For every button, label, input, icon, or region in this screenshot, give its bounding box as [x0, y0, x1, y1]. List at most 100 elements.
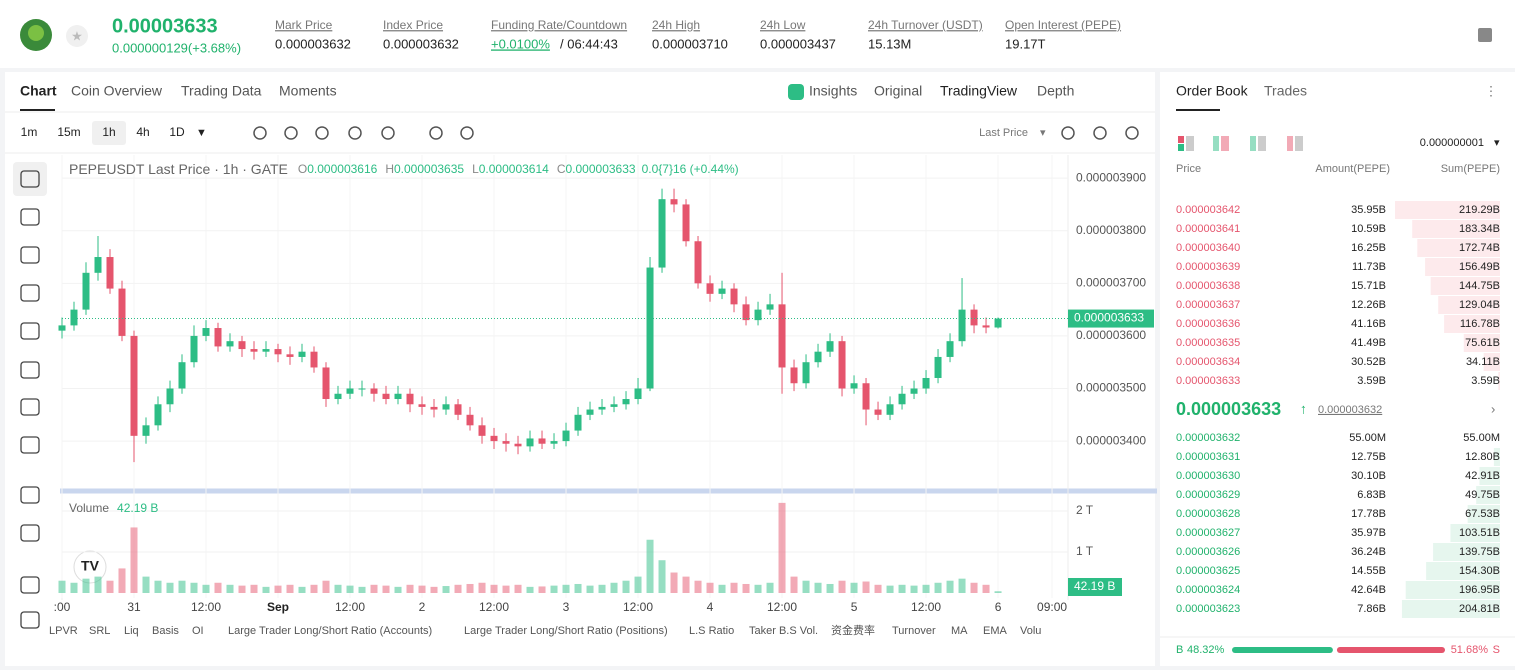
- volume-bar: [250, 584, 258, 593]
- indicator[interactable]: SRL: [89, 625, 110, 637]
- tool-icon[interactable]: [20, 524, 40, 542]
- ob-price[interactable]: 0.000003631: [1176, 451, 1240, 463]
- tool-icon[interactable]: [20, 361, 40, 379]
- toolbar-icon[interactable]: [460, 126, 474, 140]
- indicator[interactable]: MA: [951, 625, 968, 637]
- ob-price[interactable]: 0.000003635: [1176, 337, 1240, 349]
- interval[interactable]: 1D: [169, 125, 185, 139]
- ob-price[interactable]: 0.000003640: [1176, 242, 1240, 254]
- chart-view[interactable]: TradingView: [940, 83, 1018, 99]
- tool-icon[interactable]: [20, 284, 40, 302]
- ob-price[interactable]: 0.000003642: [1176, 204, 1240, 216]
- icon[interactable]: [1295, 136, 1303, 151]
- indicator[interactable]: OI: [192, 625, 204, 637]
- book-icon[interactable]: [1478, 28, 1492, 42]
- icon[interactable]: [1178, 136, 1184, 143]
- toolbar-icon[interactable]: [429, 126, 443, 140]
- ob-price[interactable]: 0.000003629: [1176, 489, 1240, 501]
- tool-icon[interactable]: [20, 486, 40, 504]
- indicator[interactable]: Taker B.S Vol.: [749, 625, 818, 637]
- tool-icon[interactable]: [20, 246, 40, 264]
- ob-price[interactable]: 0.000003639: [1176, 261, 1240, 273]
- ob-price[interactable]: 0.000003633: [1176, 375, 1240, 387]
- ob-price[interactable]: 0.000003641: [1176, 223, 1240, 235]
- ob-price[interactable]: 0.000003634: [1176, 356, 1240, 368]
- tool-icon[interactable]: [20, 170, 40, 188]
- indicator[interactable]: Large Trader Long/Short Ratio (Accounts): [228, 625, 432, 637]
- price-type[interactable]: Last Price: [979, 127, 1028, 139]
- icon[interactable]: [1221, 136, 1229, 151]
- tab[interactable]: Moments: [279, 83, 337, 99]
- ob-price[interactable]: 0.000003628: [1176, 508, 1240, 520]
- toolbar-icon[interactable]: [1125, 126, 1139, 140]
- ob-price[interactable]: 0.000003623: [1176, 603, 1240, 615]
- ob-tab[interactable]: Order Book: [1176, 83, 1249, 99]
- tab[interactable]: Chart: [20, 83, 57, 99]
- ob-price[interactable]: 0.000003626: [1176, 546, 1240, 558]
- candle-body: [706, 283, 714, 294]
- volume-bar: [466, 583, 474, 593]
- ob-price[interactable]: 0.000003627: [1176, 527, 1240, 539]
- menu-dots[interactable]: ⋮: [1485, 83, 1498, 98]
- tool-icon[interactable]: [20, 322, 40, 340]
- icon[interactable]: [1287, 136, 1293, 151]
- chart-view[interactable]: Original: [874, 83, 922, 99]
- volume-bar: [526, 586, 534, 593]
- precision-caret[interactable]: ▾: [1494, 137, 1500, 149]
- ai-icon[interactable]: [788, 84, 804, 100]
- icon[interactable]: [1213, 136, 1219, 151]
- tool-icon[interactable]: [20, 436, 40, 454]
- interval[interactable]: 4h: [136, 125, 149, 139]
- toolbar-icon[interactable]: [1061, 126, 1075, 140]
- icon[interactable]: [1250, 136, 1256, 151]
- volume-bar: [658, 560, 666, 593]
- toolbar-icon[interactable]: [1093, 126, 1107, 140]
- chevron[interactable]: ›: [1491, 401, 1495, 416]
- indicator[interactable]: 资金费率: [831, 623, 875, 637]
- toolbar-icon[interactable]: [315, 126, 329, 140]
- ob-price[interactable]: 0.000003638: [1176, 280, 1240, 292]
- candle-body: [754, 309, 762, 321]
- ob-price[interactable]: 0.000003630: [1176, 470, 1240, 482]
- indicator[interactable]: LPVR: [49, 625, 78, 637]
- indicator[interactable]: EMA: [983, 625, 1008, 637]
- ob-price[interactable]: 0.000003624: [1176, 584, 1240, 596]
- indicator[interactable]: Large Trader Long/Short Ratio (Positions…: [464, 625, 668, 637]
- toolbar-icon[interactable]: [381, 126, 395, 140]
- toolbar-icon[interactable]: [348, 126, 362, 140]
- tool-icon[interactable]: [20, 398, 40, 416]
- dropdown-caret[interactable]: ▼: [196, 127, 207, 139]
- icon[interactable]: [1186, 136, 1194, 151]
- ob-price[interactable]: 0.000003636: [1176, 318, 1240, 330]
- indicator[interactable]: Basis: [152, 625, 179, 637]
- interval[interactable]: 1m: [21, 125, 38, 139]
- tool-icon[interactable]: [20, 576, 40, 594]
- chart-view[interactable]: Depth: [1037, 83, 1074, 99]
- tool-icon[interactable]: [20, 611, 40, 629]
- indicator[interactable]: Volu: [1020, 625, 1041, 637]
- toolbar-icon[interactable]: [284, 126, 298, 140]
- tab[interactable]: Coin Overview: [71, 83, 163, 99]
- icon[interactable]: [1178, 144, 1184, 151]
- ob-price[interactable]: 0.000003625: [1176, 565, 1240, 577]
- icon[interactable]: [1258, 136, 1266, 151]
- legend-title: PEPEUSDT Last Price · 1h · GATE: [69, 161, 288, 177]
- dropdown-caret[interactable]: ▾: [1040, 127, 1046, 139]
- interval[interactable]: 1h: [102, 125, 115, 139]
- toolbar-icon[interactable]: [253, 126, 267, 140]
- tab[interactable]: Trading Data: [181, 83, 262, 99]
- indicator[interactable]: Liq: [124, 625, 139, 637]
- ob-price[interactable]: 0.000003637: [1176, 299, 1240, 311]
- precision[interactable]: 0.000000001: [1420, 137, 1484, 149]
- indicator[interactable]: L.S Ratio: [689, 625, 734, 637]
- chart-view[interactable]: Insights: [809, 83, 857, 99]
- stat-extra: / 06:44:43: [560, 36, 618, 51]
- favorite[interactable]: [66, 25, 88, 47]
- indicator[interactable]: Turnover: [892, 625, 936, 637]
- tool-icon[interactable]: [20, 208, 40, 226]
- ob-sum: 139.75B: [1459, 546, 1500, 558]
- ob-tab[interactable]: Trades: [1264, 83, 1307, 99]
- star-icon[interactable]: ★: [71, 28, 83, 43]
- interval[interactable]: 15m: [57, 125, 80, 139]
- ob-price[interactable]: 0.000003632: [1176, 432, 1240, 444]
